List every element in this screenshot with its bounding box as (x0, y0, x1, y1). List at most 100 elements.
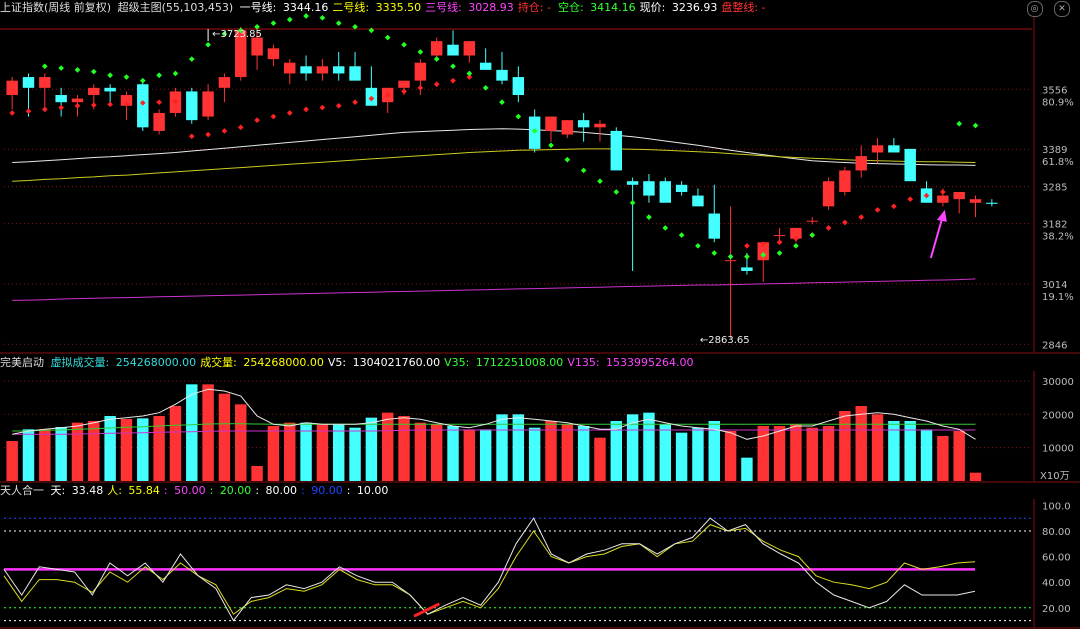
red-dot (41, 106, 48, 113)
indicator-header: 天人合一 天: 33.48 人: 55.84: 50.00: 20.00: 80.… (0, 483, 395, 499)
indicator-header-item: : (255, 484, 263, 497)
volume-bar (153, 416, 165, 481)
red-dot (384, 92, 391, 98)
chart-title[interactable]: 上证指数(周线 前复权) (0, 1, 112, 14)
volume-bar (528, 427, 541, 481)
candle-body (643, 181, 655, 196)
y-tick-label: 20.00 (1042, 604, 1071, 615)
red-dot (172, 98, 179, 105)
volume-bar (757, 426, 769, 481)
indicator-header-value: 90.00 (311, 484, 343, 497)
settings-icon[interactable]: ◎ (1026, 1, 1043, 17)
candle-body (888, 145, 900, 153)
candle-body (871, 145, 884, 153)
indicator-name[interactable]: 超级主图(55,103,453) (117, 1, 234, 14)
candle-body (463, 41, 476, 56)
green-dot (107, 72, 113, 79)
main-header-value: 3335.50 (375, 1, 422, 14)
green-dot (499, 99, 505, 106)
volume-bar (577, 426, 590, 481)
volume-bar (186, 384, 198, 481)
y-tick-label: 40.00 (1042, 578, 1071, 589)
indicator-header-item: : (346, 484, 354, 497)
green-dot (139, 77, 146, 84)
indicator-title[interactable]: 天人合一 (0, 484, 44, 497)
volume-title[interactable]: 完美启动 (0, 356, 44, 369)
volume-bar (561, 424, 574, 481)
candle-body (724, 260, 737, 262)
volume-bar (920, 429, 933, 481)
volume-bar (790, 424, 802, 481)
volume-bar (447, 426, 459, 481)
volume-bar (626, 414, 639, 481)
red-dot (466, 74, 473, 80)
main-header-item: 空仓: (557, 1, 588, 14)
candle-body (626, 181, 639, 185)
y-tick-label: 30000 (1042, 377, 1074, 388)
volume-bar (22, 429, 35, 481)
annotation-arrow-head (936, 209, 947, 222)
volume-bar (773, 426, 786, 481)
v135-line (12, 429, 976, 435)
candle-body (545, 116, 557, 131)
main-header-item: 现价: (639, 1, 669, 14)
volume-header: 完美启动 虚拟成交量: 254268000.00 成交量: 254268000.0… (0, 355, 701, 371)
candle-body (447, 44, 459, 56)
volume-bar (610, 421, 623, 481)
volume-bar (806, 427, 818, 481)
candle-body (757, 242, 769, 261)
candle-body (349, 66, 361, 81)
volume-header-item: V5: (327, 356, 350, 369)
tian-line (3, 517, 976, 622)
volume-bar (643, 412, 655, 481)
red-dot (825, 225, 832, 231)
red-dot (907, 196, 914, 202)
volume-bar (855, 406, 867, 481)
candle-body (904, 148, 916, 182)
volume-bar (39, 429, 51, 481)
close-icon[interactable]: ✕ (1054, 1, 1070, 17)
indicator-header-item: : (163, 484, 172, 497)
volume-header-value: 254268000.00 (115, 356, 197, 369)
volume-bar (6, 441, 18, 481)
indicator-header-item: 天: (50, 484, 69, 497)
green-dot (548, 142, 554, 149)
green-dot (727, 253, 734, 260)
red-dot (90, 102, 97, 108)
volume-bar (333, 424, 345, 481)
volume-bar (169, 406, 182, 481)
volume-header-value: 1712251008.00 (475, 356, 564, 369)
green-dot (352, 23, 358, 30)
ma-line-yellow (12, 148, 976, 182)
green-dot (531, 128, 538, 134)
y-tick-label: 3285 (1042, 183, 1067, 194)
green-dot (270, 20, 277, 27)
candle-body (675, 184, 688, 192)
red-dot (891, 203, 897, 210)
y-tick-label: 2846 (1042, 340, 1067, 351)
candle-body (430, 41, 443, 56)
candle-body (496, 69, 508, 81)
red-dot (352, 99, 358, 106)
green-dot (613, 189, 620, 195)
volume-unit-label: X10万 (1040, 471, 1070, 482)
volume-bar (88, 421, 100, 481)
candle-body (137, 84, 149, 128)
v35-line (12, 423, 976, 432)
candle-body (235, 30, 247, 78)
red-dot (123, 100, 130, 107)
volume-bar (316, 424, 329, 481)
green-dot (335, 20, 342, 27)
candle-body (22, 77, 35, 88)
y-tick-label: 20000 (1042, 410, 1074, 421)
indicator-header-item: : (209, 484, 217, 497)
red-dot (107, 101, 113, 108)
volume-bar (235, 404, 247, 481)
candle-body (937, 195, 949, 203)
red-dot (58, 104, 64, 111)
red-dot (74, 102, 81, 109)
volume-bar (137, 418, 149, 481)
red-dot (156, 99, 162, 106)
y-tick-label: 100.0 (1042, 501, 1071, 512)
